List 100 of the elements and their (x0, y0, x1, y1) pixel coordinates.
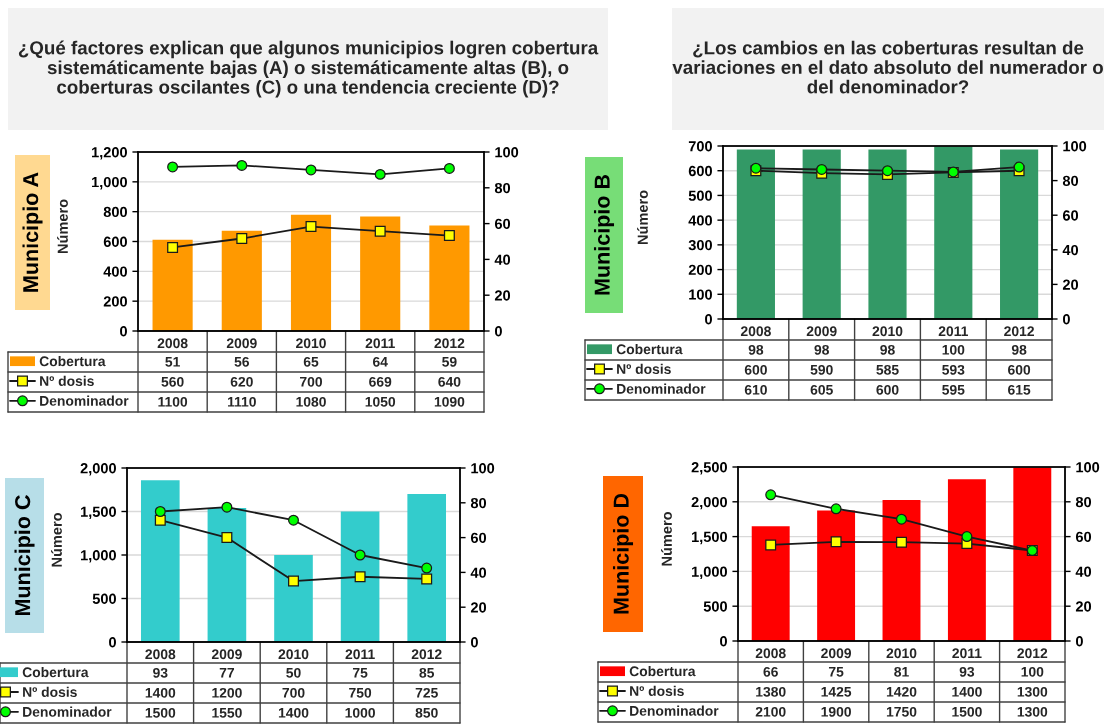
y2-tick-label: 100 (1076, 462, 1100, 473)
x-tick-label: 2008 (740, 326, 771, 337)
data-label: 66 (763, 666, 778, 677)
y2-tick-label: 40 (470, 567, 487, 578)
data-label: 1200 (212, 687, 242, 698)
data-label: 1110 (227, 396, 256, 407)
data-label: 593 (942, 364, 965, 375)
y2-tick-label: 60 (470, 532, 487, 544)
y-tick-label: 1,000 (81, 550, 116, 563)
data-label: 75 (828, 667, 844, 677)
y2-tick-label: 40 (1062, 244, 1079, 256)
data-label: 2100 (755, 706, 786, 717)
y-tick-label: 600 (688, 165, 712, 177)
y-tick-label: 100 (689, 289, 712, 300)
data-label: 750 (349, 687, 372, 698)
data-label: 98 (1011, 344, 1027, 355)
x-tick-label: 2008 (157, 338, 188, 349)
data-label: 725 (415, 687, 438, 698)
data-label: 59 (442, 356, 457, 367)
data-label: 700 (282, 687, 305, 698)
legend-label: Denominador (23, 706, 112, 717)
y2-tick-label: 0 (1062, 314, 1070, 325)
x-tick-label: 2009 (226, 338, 257, 349)
y2-tick-label: 0 (1075, 636, 1083, 647)
data-label: 93 (959, 666, 975, 677)
data-label: 98 (880, 344, 895, 355)
y-axis-title: Número (637, 190, 648, 245)
data-label: 600 (744, 364, 767, 375)
y-tick-label: 400 (688, 215, 712, 226)
y2-tick-label: 0 (470, 637, 478, 648)
legend-label: Denominador (630, 705, 719, 716)
y-tick-label: 0 (120, 326, 127, 337)
legend-label: Cobertura (22, 667, 89, 678)
y-tick-label: 1,500 (81, 506, 116, 520)
y-tick-label: 2,000 (691, 496, 727, 510)
y-tick-label: 2,500 (691, 462, 727, 475)
data-label: 93 (153, 667, 168, 678)
x-tick-label: 2011 (938, 326, 968, 337)
data-label: 1550 (212, 707, 242, 718)
y-tick-label: 0 (705, 314, 712, 325)
y2-tick-label: 60 (1062, 210, 1079, 221)
y2-tick-label: 100 (1063, 141, 1087, 152)
y-tick-label: 700 (688, 141, 712, 152)
x-tick-label: 2011 (952, 648, 982, 659)
x-tick-label: 2012 (411, 649, 442, 660)
data-label: 64 (372, 356, 388, 367)
y-tick-label: 200 (103, 296, 127, 307)
data-label: 560 (161, 376, 184, 387)
text: Municipio D (612, 493, 634, 614)
data-label: 700 (300, 376, 323, 387)
legend-label: Denominador (40, 395, 129, 406)
x-tick-label: 2012 (1004, 326, 1034, 337)
y2-tick-label: 80 (470, 497, 487, 509)
data-label: 850 (415, 707, 438, 718)
data-label: 1420 (886, 686, 917, 697)
y2-tick-label: 60 (494, 218, 511, 230)
data-label: 600 (1008, 364, 1031, 375)
y-tick-label: 600 (103, 236, 127, 247)
legend-label: Nº dosis (617, 363, 671, 374)
legend-label: Nº dosis (630, 685, 684, 696)
y2-tick-label: 40 (494, 254, 511, 265)
x-tick-label: 2010 (296, 338, 326, 349)
x-tick-label: 2009 (211, 649, 242, 660)
data-label: 98 (814, 344, 829, 355)
data-label: 620 (230, 376, 253, 387)
data-label: 98 (748, 344, 764, 355)
x-tick-label: 2011 (345, 649, 375, 660)
y2-tick-label: 60 (1075, 531, 1092, 543)
data-label: 1400 (278, 707, 309, 718)
legend-label: Cobertura (39, 356, 106, 367)
data-label: 1300 (1017, 686, 1048, 697)
data-label: 1500 (952, 706, 982, 717)
y-axis-title: Número (661, 512, 672, 566)
y2-tick-label: 100 (495, 147, 519, 158)
y2-tick-label: 80 (1075, 496, 1092, 508)
y-tick-label: 400 (103, 266, 127, 277)
data-label: 81 (894, 666, 909, 677)
data-label: 1300 (1017, 706, 1048, 717)
data-label: 1425 (821, 686, 852, 697)
data-label: 100 (942, 344, 965, 355)
data-label: 51 (165, 357, 180, 367)
legend-label: Denominador (617, 383, 706, 394)
y-tick-label: 1,200 (92, 147, 127, 160)
data-label: 615 (1008, 384, 1031, 395)
data-label: 75 (352, 668, 368, 678)
data-label: 1400 (145, 687, 176, 698)
y-tick-label: 500 (92, 593, 116, 604)
y2-tick-label: 40 (1075, 566, 1092, 577)
y-tick-label: 1,000 (92, 176, 127, 190)
y2-tick-label: 100 (471, 463, 495, 474)
y-tick-label: 0 (720, 636, 727, 647)
data-label: 669 (369, 376, 392, 387)
data-label: 1380 (756, 686, 786, 697)
chart-title: ¿Los cambios en las coberturas resultan de variaciones en el dato absoluto del numerador o del denominador? (672, 40, 1103, 94)
legend-label: Nº dosis (23, 686, 77, 697)
data-label: 585 (876, 364, 899, 375)
y-tick-label: 200 (688, 264, 712, 275)
y-tick-label: 0 (109, 637, 116, 648)
data-label: 590 (810, 364, 833, 375)
legend-label: Cobertura (629, 666, 696, 677)
